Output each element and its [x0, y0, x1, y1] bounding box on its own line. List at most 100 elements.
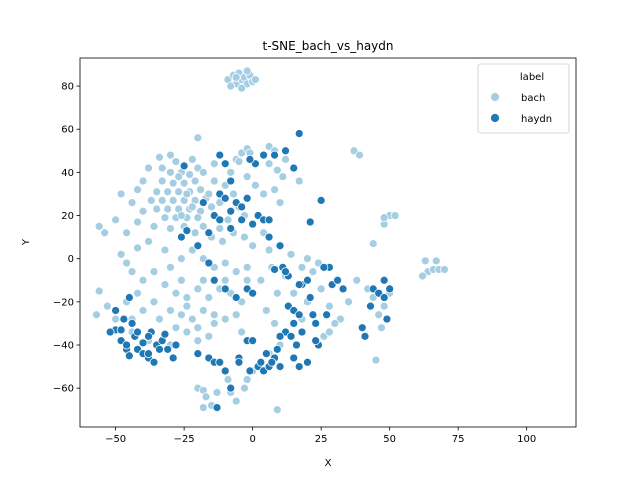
point-bach	[303, 254, 312, 264]
point-bach	[127, 198, 137, 207]
point-haydn	[127, 319, 137, 328]
point-haydn	[124, 293, 134, 302]
point-bach	[111, 314, 120, 324]
point-haydn	[308, 310, 318, 320]
point-haydn	[303, 275, 312, 285]
point-bach	[226, 167, 236, 177]
point-haydn	[231, 293, 241, 302]
point-haydn	[292, 340, 301, 350]
point-bach	[264, 245, 274, 255]
point-haydn	[122, 340, 131, 350]
point-bach	[190, 176, 200, 186]
point-haydn	[133, 327, 142, 337]
y-tick-label: 0	[68, 254, 74, 265]
x-axis-label: X	[325, 458, 332, 469]
point-bach	[242, 172, 252, 182]
point-bach	[198, 275, 208, 285]
point-bach	[355, 150, 364, 160]
point-bach	[166, 306, 175, 315]
plot-frame	[79, 57, 577, 428]
point-bach	[204, 331, 214, 341]
point-bach	[193, 323, 203, 333]
point-bach	[193, 336, 203, 346]
legend-label-haydn: haydn	[521, 114, 552, 125]
point-haydn	[198, 198, 208, 207]
point-haydn	[357, 323, 367, 333]
chart-title: t-SNE_bach_vs_haydn	[262, 39, 393, 53]
point-bach	[187, 202, 197, 212]
legend-marker-bach	[490, 92, 500, 102]
point-bach	[133, 217, 142, 227]
point-haydn	[264, 215, 274, 225]
point-bach	[94, 221, 104, 231]
point-bach	[218, 237, 227, 246]
point-haydn	[338, 284, 348, 294]
y-axis: −60 −40 −20 0 20 40 60 80	[53, 82, 80, 395]
y-axis-label: Y	[21, 238, 32, 246]
point-bach	[166, 224, 175, 233]
point-bach	[251, 180, 260, 190]
point-bach	[264, 159, 274, 169]
point-bach	[418, 271, 427, 281]
legend-title: label	[520, 72, 544, 83]
x-tick-label: −25	[174, 434, 195, 445]
point-haydn	[289, 319, 299, 328]
x-tick-label: 0	[249, 434, 255, 445]
point-bach	[138, 306, 148, 315]
point-haydn	[215, 357, 225, 367]
point-bach	[231, 267, 241, 277]
point-bach	[182, 301, 192, 311]
point-bach	[149, 267, 159, 277]
point-bach	[237, 327, 247, 337]
point-haydn	[177, 232, 186, 242]
point-bach	[157, 163, 167, 173]
y-tick-label: 40	[61, 168, 74, 179]
point-bach	[248, 241, 258, 251]
point-haydn	[379, 293, 389, 302]
point-haydn	[209, 275, 219, 285]
point-haydn	[234, 357, 244, 367]
point-bach	[289, 288, 299, 298]
point-haydn	[124, 351, 134, 361]
point-bach	[215, 224, 225, 233]
point-bach	[379, 301, 389, 311]
point-bach	[168, 178, 178, 188]
point-bach	[171, 288, 181, 298]
point-haydn	[220, 159, 230, 169]
point-haydn	[264, 232, 274, 242]
x-tick-label: 50	[383, 434, 396, 445]
point-bach	[144, 163, 153, 173]
point-bach	[286, 249, 296, 259]
point-bach	[234, 157, 244, 166]
point-haydn	[319, 262, 329, 272]
point-bach	[160, 280, 170, 289]
point-haydn	[111, 306, 120, 315]
point-haydn	[311, 336, 321, 346]
point-bach	[166, 150, 175, 160]
point-haydn	[193, 349, 203, 359]
point-haydn	[155, 344, 164, 354]
point-bach	[144, 237, 153, 246]
point-haydn	[144, 331, 153, 341]
point-bach	[272, 405, 282, 415]
y-tick-label: 60	[61, 125, 74, 136]
point-bach	[420, 256, 430, 266]
point-bach	[133, 243, 142, 253]
point-bach	[270, 319, 279, 328]
x-tick-label: −50	[105, 434, 126, 445]
point-bach	[155, 152, 164, 162]
point-bach	[226, 81, 236, 91]
point-bach	[242, 262, 252, 272]
point-bach	[152, 204, 162, 214]
point-bach	[157, 196, 167, 205]
point-haydn	[215, 150, 225, 160]
point-bach	[116, 249, 126, 259]
point-bach	[171, 157, 181, 166]
legend-marker-haydn	[490, 113, 500, 123]
point-bach	[94, 286, 104, 296]
point-haydn	[294, 280, 304, 289]
point-bach	[157, 176, 167, 186]
point-bach	[149, 297, 159, 307]
point-haydn	[204, 228, 214, 238]
point-haydn	[366, 301, 375, 311]
